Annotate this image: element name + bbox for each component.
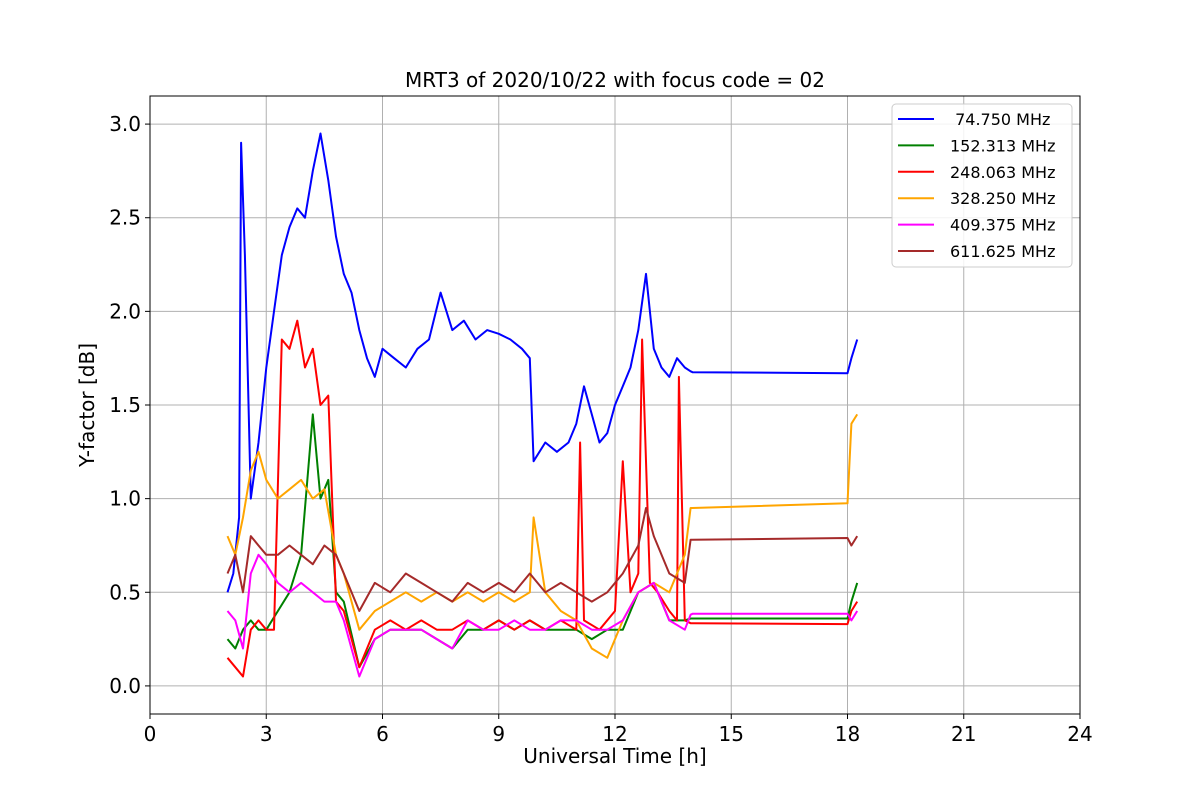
x-tick-label: 9 <box>492 722 505 746</box>
y-tick-label: 2.0 <box>109 299 141 323</box>
y-tick-label: 2.5 <box>109 206 141 230</box>
legend-label: 611.625 MHz <box>950 242 1055 261</box>
legend: 74.750 MHz 152.313 MHz 248.063 MHz 328.250 … <box>891 103 1073 268</box>
x-tick-label: 3 <box>260 722 273 746</box>
y-axis-label: Y-factor [dB] <box>75 343 99 468</box>
y-tick-label: 1.0 <box>109 487 141 511</box>
legend-label: 74.750 MHz <box>950 110 1050 129</box>
series-line-6 <box>226 507 859 612</box>
y-tick-label: 0.0 <box>109 674 141 698</box>
chart-title: MRT3 of 2020/10/22 with focus code = 02 <box>405 68 825 92</box>
series-line-5 <box>226 553 859 678</box>
legend-label: 152.313 MHz <box>950 136 1055 155</box>
x-axis-label: Universal Time [h] <box>523 744 706 768</box>
series-line-4 <box>226 413 859 659</box>
y-tick-label: 0.5 <box>109 580 141 604</box>
x-tick-label: 15 <box>719 722 744 746</box>
series-line-1 <box>226 132 859 593</box>
x-tick-label: 18 <box>835 722 860 746</box>
legend-label: 409.375 MHz <box>950 216 1055 235</box>
series-line-3 <box>226 319 859 678</box>
legend-label: 248.063 MHz <box>950 163 1055 182</box>
axis-ticks: 0 3 6 9 12 15 18 21 24 0.0 0.5 1.0 1.5 2.0 2.5 3.0 <box>109 112 1093 746</box>
x-tick-label: 0 <box>144 722 157 746</box>
x-tick-label: 12 <box>602 722 627 746</box>
x-tick-label: 21 <box>951 722 976 746</box>
legend-label: 328.250 MHz <box>950 189 1055 208</box>
x-tick-label: 24 <box>1067 722 1092 746</box>
series-lines <box>226 132 859 678</box>
x-tick-label: 6 <box>376 722 389 746</box>
y-tick-label: 3.0 <box>109 112 141 136</box>
legend-box <box>891 103 1073 268</box>
y-tick-label: 1.5 <box>109 393 141 417</box>
